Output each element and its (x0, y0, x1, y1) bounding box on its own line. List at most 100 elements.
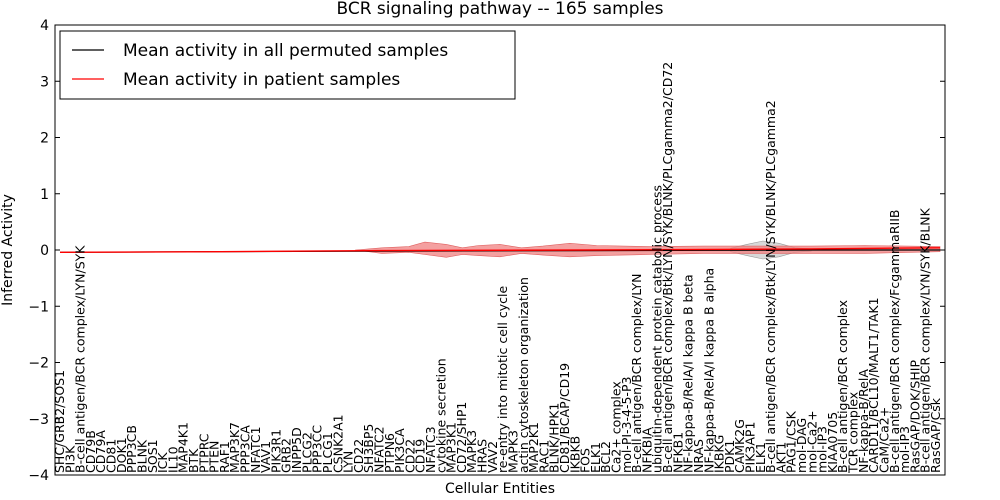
y-tick-label: −4 (28, 468, 49, 484)
x-tick-label: ELK1 (588, 442, 603, 473)
y-tick-label: 3 (40, 74, 49, 90)
x-tick-label: NRAS (691, 439, 706, 473)
x-tick-label: BLNK (134, 439, 149, 473)
x-tick-label: NFKBIA (639, 427, 654, 473)
x-tick-label: RasGAP/DOK/SHIP (907, 360, 922, 473)
y-tick-label: 2 (40, 131, 49, 147)
legend-label-patient: Mean activity in patient samples (123, 70, 400, 90)
x-tick-label: VAV1 (258, 441, 273, 473)
x-tick-label: NF-kappa-B/RelA/I kappa B alpha (701, 268, 716, 473)
x-tick-label: MAP2K1 (526, 422, 541, 473)
x-tick-label: PLCG2 (299, 432, 314, 473)
x-tick-label: PLCG1 (320, 432, 335, 473)
x-tick-label: NFATC1 (248, 426, 263, 473)
x-tick-label: CD79B (83, 430, 98, 473)
x-tick-label: RasGAP/Csk (928, 397, 943, 473)
x-tick-label: B-cell antigen/BCR complex/Btk/LYN/SYK/B… (763, 100, 778, 473)
x-tick-label: NFATC3 (423, 426, 438, 473)
x-tick-label: mol-IP3 (815, 426, 830, 473)
y-tick-label: 0 (40, 243, 49, 259)
x-tick-label: CARD11/BCL10/MALT1/TAK1 (866, 297, 881, 473)
series-lines (59, 247, 941, 253)
x-tick-label: PTPRC (196, 433, 211, 473)
x-tick-label: cytokine secretion (433, 358, 448, 473)
legend-frame (59, 30, 516, 100)
x-tick-label: MAPK3 (464, 430, 479, 473)
x-tick-label: ELK1 (753, 442, 768, 473)
x-tick-label: PIK3AP1 (743, 422, 758, 473)
x-tick-label: PI3K (62, 445, 77, 473)
x-tick-label: CaM/Ca2+ (877, 407, 892, 473)
x-tick-label: PPP3CB (124, 425, 139, 473)
patient-mean-line (59, 247, 941, 253)
x-tick-label: RAC1 (536, 440, 551, 473)
x-tick-label: mol-PI-3-4-5-P3 (619, 377, 634, 473)
x-tick-label: actin cytoskeleton organization (516, 277, 531, 473)
x-tick-label: B-cell antigen/BCR complex/FcgammaRIIB (887, 210, 902, 474)
x-tick-label: B-cell antigen/BCR complex/LYN (629, 273, 644, 473)
x-tick-label: PTPN6 (382, 433, 397, 473)
x-tick-label: NFKB1 (670, 432, 685, 473)
x-tick-label: CD81/BCAP/CD19 (557, 363, 572, 473)
x-tick-label: LYN (341, 451, 356, 473)
x-tick-label: CD72/SHP1 (454, 402, 469, 473)
x-tick-label: INPP5D (289, 427, 304, 473)
y-tick-label: −3 (28, 412, 49, 428)
x-tick-label: CD79A (93, 430, 108, 473)
x-tick-label: CD22 (402, 439, 417, 473)
x-tick-label: PAG1/CSK (784, 410, 799, 473)
x-tick-label: SH3BP5 (361, 424, 376, 473)
x-tick-label: MAP3K7 (227, 422, 242, 473)
x-tick-label: VAV2 (485, 441, 500, 473)
x-tick-label: Ca2+ complex (609, 381, 624, 473)
x-tick-label: CSNK2A1 (330, 414, 345, 473)
x-tick-label: FOS (578, 448, 593, 473)
x-tick-label: ICK (155, 452, 170, 473)
x-tick-label: SOS1 (145, 439, 160, 473)
x-tick-label: BTK (186, 448, 201, 473)
x-tick-label: CD19 (413, 439, 428, 473)
x-tick-label: PIK3R1 (268, 429, 283, 473)
x-tick-label: PPP3CC (310, 425, 325, 473)
x-tick-label: BCL2 (598, 441, 613, 473)
x-tick-label: CD22 (351, 439, 366, 473)
x-tick-label: B-cell antigen/BCR complex (835, 300, 850, 473)
x-tick-label: B-cell antigen/BCR complex/LYN/SYK/BLNK (918, 207, 933, 473)
x-tick-label: PTEN (207, 441, 222, 473)
x-tick-label: HRAS (475, 439, 490, 473)
x-axis-label: Cellular Entities (445, 481, 555, 497)
x-tick-label: NF-kappa-B/RelA/I kappa B beta (681, 274, 696, 473)
x-tick-label: GRB2 (279, 438, 294, 473)
y-tick-label: 4 (40, 18, 49, 34)
x-tick-label: IKBKG (712, 435, 727, 473)
x-tick-label: SHC/GRB2/SOS1 (52, 370, 67, 473)
y-axis-label: Inferred Activity (0, 194, 16, 306)
x-tick-label: NF-kappa-B/RelA (856, 369, 871, 473)
x-tick-label: B-cell antigen/BCR complex/LYN/SYK (73, 245, 88, 473)
x-tick-label: DOK1 (114, 437, 129, 473)
x-tick-label: CD81 (104, 439, 119, 473)
x-tick-label: CAMK2G (732, 419, 747, 473)
y-tick-label: 1 (40, 187, 49, 203)
legend-label-permuted: Mean activity in all permuted samples (123, 41, 448, 61)
x-tick-label: IKBKB (567, 436, 582, 473)
x-tick-label: mol-Ca2+ (804, 410, 819, 473)
x-tick-label: BLNK/HPK1 (547, 403, 562, 473)
chart-title: BCR signaling pathway -- 165 samples (336, 0, 663, 19)
x-tick-label: RAF1 (217, 441, 232, 473)
y-axis: −4 −3 −2 −1 0 1 2 3 4 (28, 18, 945, 484)
x-tick-label: NFATC2 (372, 426, 387, 473)
x-tick-label: re-entry into mitotic cell cycle (495, 286, 510, 474)
y-tick-label: −2 (28, 356, 49, 372)
x-tick-label: MAP4K1 (176, 422, 191, 473)
x-tick-label: mol-DAG (794, 418, 809, 473)
x-tick-label: MAPK3 (506, 430, 521, 473)
x-tick-label: MAP3K1 (444, 422, 459, 473)
x-tick-label: KIAA0705 (825, 412, 840, 473)
x-tick-label: TCR complex (846, 392, 861, 474)
x-tick-label: AKT1 (773, 442, 788, 473)
x-tick-label: PPP3CA (238, 425, 253, 473)
x-tick-label: B-cell antigen/BCR complex/Btk/LYN/SYK/B… (660, 62, 675, 473)
